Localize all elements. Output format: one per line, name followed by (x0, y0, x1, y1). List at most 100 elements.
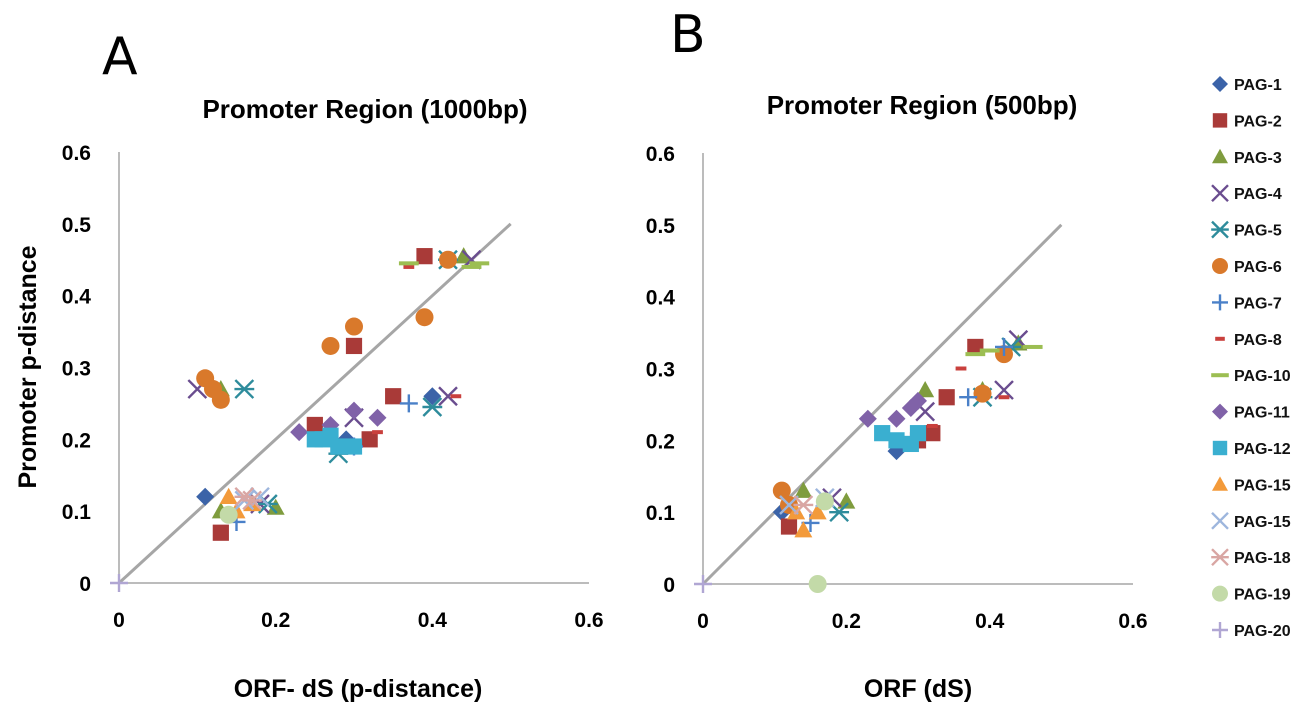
chart-b-point-pag-2 (967, 338, 984, 356)
chart-b-point-pag-15 (794, 521, 813, 538)
chart-b-point-pag-19 (808, 575, 827, 593)
chart-b-point-pag-11 (858, 409, 877, 428)
chart-b-point-pag-8 (926, 423, 938, 428)
legend-entry: PAG-7 (1212, 294, 1282, 312)
chart-a-point-pag-8 (372, 430, 383, 435)
legend-marker-circle (1212, 585, 1228, 602)
chart-a-x-tick-label: 0.2 (261, 609, 290, 632)
chart-a-point-pag-2 (385, 388, 402, 405)
chart-a-point-pag-15 (219, 487, 238, 504)
chart-b-point-pag-8 (998, 395, 1010, 400)
legend-label: PAG-19 (1234, 587, 1291, 604)
legend-entry: PAG-18 (1211, 548, 1291, 567)
chart-b-x-tick-label: 0.6 (1118, 610, 1147, 633)
chart-a-reference-line (117, 222, 512, 585)
chart-a-point-pag-10 (398, 261, 419, 266)
chart-b-y-tick-label: 0.3 (646, 359, 675, 382)
chart-a-y-tick-label: 0.2 (62, 429, 91, 452)
legend: PAG-1 PAG-2 PAG-3 PAG-4 PAG-5 PAG-6 PAG-7 PAG-8… (1211, 76, 1291, 640)
chart-b-point-pag-15-x- (779, 495, 799, 515)
legend-entry: PAG-8 (1215, 332, 1282, 349)
legend-marker-x (1211, 511, 1229, 530)
legend-label: PAG-2 (1234, 113, 1282, 130)
chart-b-reference-line (701, 223, 1063, 586)
chart-a-point-pag-11 (290, 423, 309, 442)
chart-a-y-tick-label: 0.3 (62, 358, 91, 381)
chart-b-point-pag-18 (793, 495, 814, 515)
chart-a-point-pag-4 (438, 386, 458, 407)
legend-marker-diamond (1212, 76, 1228, 92)
legend-entry: PAG-6 (1212, 258, 1282, 276)
chart-b-x-tick-label: 0 (697, 610, 709, 633)
chart-b-point-pag-8 (955, 366, 967, 371)
chart-a-point-pag-5 (422, 397, 443, 417)
legend-marker-plus (1212, 294, 1228, 311)
legend-label: PAG-18 (1234, 550, 1291, 567)
chart-b-data-points (694, 329, 1043, 593)
chart-a-point-pag-2 (416, 248, 433, 265)
chart-b-ticks: 0 0.1 0.2 0.3 0.4 0.5 0.6 0 0.2 0.4 0.6 (646, 143, 1148, 633)
chart-b-point-pag-3 (837, 492, 856, 509)
chart-a-x-tick-label: 0.4 (418, 609, 448, 632)
chart-b-point-pag-6 (973, 384, 992, 403)
chart-a-ticks: 0 0.1 0.2 0.3 0.4 0.5 0.6 0 0.2 0.4 0.6 (62, 142, 604, 632)
chart-b-x-tick-label: 0.4 (975, 610, 1005, 633)
legend-label: PAG-5 (1234, 223, 1282, 240)
chart-a-x-tick-label: 0 (113, 609, 125, 632)
chart-b-point-pag-10 (979, 348, 1000, 353)
legend-entry: PAG-19 (1212, 585, 1291, 604)
chart-b-y-tick-label: 0.4 (646, 287, 676, 310)
chart-a-point-pag-11 (368, 408, 387, 427)
chart-b-point-pag-12 (874, 425, 891, 442)
chart-b-y-tick-label: 0.5 (646, 215, 676, 238)
chart-a-point-pag-6 (211, 390, 230, 409)
legend-marker-triangle (1212, 476, 1228, 491)
chart-a-point-pag-1 (196, 487, 215, 506)
legend-marker-asterisk (1211, 220, 1229, 239)
legend-marker-circle (1212, 258, 1228, 274)
chart-b-y-tick-label: 0.6 (646, 143, 675, 166)
chart-a-point-pag-5 (234, 379, 255, 399)
chart-a-x-axis-label: ORF- dS (p-distance) (234, 675, 483, 703)
legend-label: PAG-10 (1234, 368, 1291, 385)
legend-label: PAG-6 (1234, 259, 1282, 276)
chart-a-point-pag-2 (345, 337, 363, 355)
chart-a-point-pag-7 (399, 394, 418, 413)
chart-a-point-pag-2 (306, 416, 323, 434)
chart-b-point-pag-11 (887, 409, 906, 428)
legend-entry: PAG-5 (1211, 220, 1282, 240)
chart-b-point-pag-3 (794, 481, 813, 498)
chart-a: Promoter Region (1000bp) 0 0.1 0.2 0.3 0.4 0.… (14, 94, 604, 703)
chart-a-point-pag-3 (454, 247, 473, 264)
chart-b-point-pag-2 (924, 425, 941, 442)
legend-marker-triangle (1212, 148, 1228, 164)
chart-a-title: Promoter Region (1000bp) (202, 94, 527, 124)
chart-a-point-pag-2 (212, 524, 229, 541)
chart-a-point-pag-10 (469, 261, 490, 266)
legend-entry: PAG-2 (1212, 113, 1282, 130)
chart-a-point-pag-8 (403, 264, 415, 269)
legend-marker-x (1211, 184, 1229, 203)
chart-a-point-pag-10 (461, 264, 482, 269)
chart-a-y-tick-label: 0.1 (62, 501, 92, 524)
legend-marker-square (1212, 113, 1228, 128)
chart-b-y-tick-label: 0.1 (646, 502, 676, 525)
legend-label: PAG-20 (1234, 623, 1291, 640)
chart-a-point-pag-12 (345, 438, 363, 455)
legend-label: PAG-11 (1234, 405, 1290, 422)
legend-entry: PAG-15 (1211, 511, 1291, 531)
legend-label: PAG-3 (1234, 150, 1282, 167)
chart-b-point-pag-6 (772, 481, 791, 500)
chart-b-point-pag-10 (965, 352, 986, 357)
chart-b-title: Promoter Region (500bp) (767, 90, 1078, 120)
chart-b-point-pag-15 (808, 503, 827, 520)
legend-marker-dash (1215, 336, 1225, 341)
chart-b-point-pag-10 (1022, 344, 1043, 349)
chart-b-point-pag-7 (959, 388, 978, 407)
panel-letter-b: B (670, 5, 706, 65)
chart-a-point-pag-6 (321, 336, 340, 355)
chart-b-point-pag-11 (901, 399, 920, 418)
chart-a-point-pag-18 (242, 490, 263, 511)
legend-entry: PAG-3 (1212, 148, 1282, 167)
chart-b-point-pag-12 (909, 425, 927, 442)
